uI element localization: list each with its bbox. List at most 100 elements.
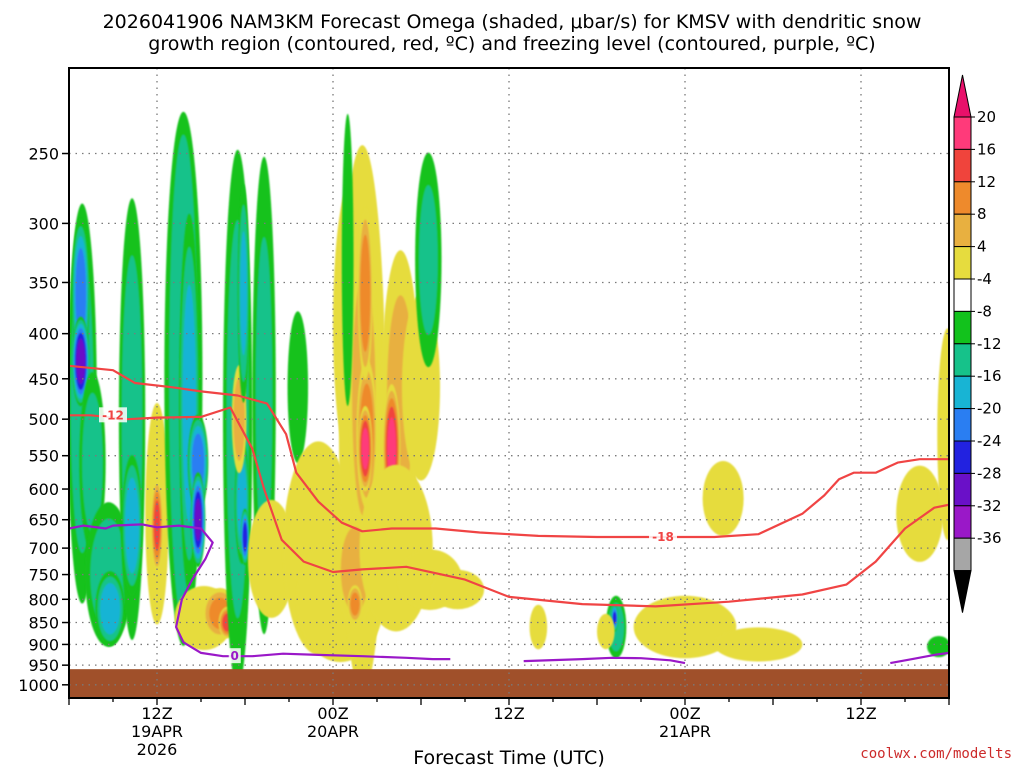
omega-ring [153, 500, 161, 551]
colorbar-band [953, 472, 972, 507]
dgz-contour-1 [69, 364, 949, 539]
colorbar-band [953, 213, 972, 248]
omega-cell-2 [71, 316, 90, 407]
colorbar-label: -16 [977, 367, 1002, 385]
omega-ring [194, 498, 202, 541]
x-tick-label: 12Z [141, 704, 172, 723]
omega-cell-34 [347, 585, 363, 623]
colorbar-band [953, 148, 972, 183]
colorbar-label: 4 [977, 238, 987, 256]
y-tick-label: 250 [28, 145, 59, 164]
x-tick-label: 12Z [493, 704, 524, 723]
colorbar: 20 16 12 8 4 -4 -8 -12 -16 -20 -24 -28 -32 -36 [953, 74, 1002, 613]
omega-cell-32 [357, 405, 373, 492]
x-tick-date-label: 21APR [659, 722, 711, 741]
omega-ring [247, 499, 295, 618]
colorbar-label: -28 [977, 464, 1002, 482]
omega-ring [341, 113, 354, 406]
omega-cell-43 [529, 604, 548, 650]
colorbar-band [953, 440, 972, 474]
omega-ring [360, 234, 371, 352]
colorbar-label: -32 [977, 497, 1002, 515]
dgz-contour-0 [69, 406, 949, 608]
colorbar-band [953, 343, 972, 377]
colorbar-label: -4 [977, 270, 992, 288]
omega-ring [361, 427, 369, 470]
omega-ring [287, 311, 309, 464]
dgz-contour-0-label: -12 [102, 408, 124, 422]
dgz-contour-0-label-bg [99, 407, 127, 423]
colorbar-bottom-triangle [953, 570, 972, 613]
x-tick-label: 00Z [669, 704, 700, 723]
x-tick-date-label: 20APR [307, 722, 359, 741]
omega-ring [242, 522, 248, 552]
x-axis-label: Forecast Time (UTC) [413, 747, 604, 768]
omega-cell-51 [937, 328, 949, 540]
colorbar-label: -8 [977, 302, 992, 320]
colorbar-band [953, 116, 972, 150]
colorbar-top-triangle [953, 74, 972, 118]
colorbar-label: -36 [977, 529, 1002, 547]
omega-cell-49 [702, 460, 744, 537]
omega-cell-40 [415, 152, 442, 368]
omega-cell-52 [927, 635, 949, 658]
omega-ring [76, 338, 86, 385]
omega-ring [597, 613, 615, 650]
colorbar-band [953, 408, 972, 442]
dgz-contour-1-label: -18 [652, 530, 674, 544]
y-tick-label: 500 [28, 410, 59, 429]
omega-ring [75, 247, 87, 339]
x-tick-date-label: 19APR [131, 722, 183, 741]
y-tick-label: 600 [28, 480, 59, 499]
omega-ring [387, 417, 396, 480]
omega-cell-23 [247, 499, 295, 618]
omega-cell-46 [597, 613, 615, 650]
omega-ring [240, 231, 247, 356]
credit-text: coolwx.com/modelts [860, 746, 1012, 762]
plot-area: -12 -18 0 [68, 67, 950, 699]
omega-cell-13 [190, 472, 206, 568]
y-tick-label: 950 [28, 656, 59, 675]
omega-cell-31 [357, 206, 373, 380]
colorbar-band [953, 537, 972, 572]
y-tick-label: 900 [28, 635, 59, 654]
x-tick-year-label: 2026 [137, 740, 178, 759]
chart-title-line-1: 2026041906 NAM3KM Forecast Omega (shaded… [103, 11, 922, 33]
omega-cell-5 [95, 571, 125, 647]
dgz-contour-1-label-bg [649, 529, 677, 545]
omega-cell-35 [341, 113, 354, 406]
omega-ring [612, 611, 617, 625]
omega-ring [702, 460, 744, 537]
y-tick-label: 350 [28, 273, 59, 292]
y-tick-label: 550 [28, 447, 59, 466]
colorbar-band [953, 375, 972, 410]
y-tick-label: 650 [28, 511, 59, 530]
contours: -12 -18 0 [69, 364, 949, 665]
colorbar-band [953, 181, 972, 215]
omega-ring [896, 465, 944, 562]
y-tick-label: 800 [28, 590, 59, 609]
colorbar-band [953, 246, 972, 280]
omega-cell-50 [896, 465, 944, 562]
freezing-contour-label: 0 [231, 649, 239, 663]
freezing-contour-segment [890, 651, 949, 665]
omega-ring [529, 604, 548, 650]
y-tick-label: 300 [28, 214, 59, 233]
colorbar-band [953, 310, 972, 345]
colorbar-label: 12 [977, 173, 996, 191]
omega-ring [100, 583, 121, 635]
y-tick-label: 700 [28, 539, 59, 558]
omega-ring [350, 592, 360, 616]
omega-ring [937, 328, 949, 540]
freezing-contour-segment [523, 656, 686, 665]
colorbar-label: 16 [977, 140, 996, 158]
y-tick-label: 400 [28, 325, 59, 344]
colorbar-label: -20 [977, 400, 1002, 418]
y-tick-label: 1000 [18, 676, 59, 695]
freezing-contour [69, 523, 451, 661]
omega-ring [431, 569, 485, 610]
colorbar-band [953, 505, 972, 539]
freezing-contour-label-bg [228, 648, 241, 664]
omega-cell-19 [240, 508, 250, 566]
